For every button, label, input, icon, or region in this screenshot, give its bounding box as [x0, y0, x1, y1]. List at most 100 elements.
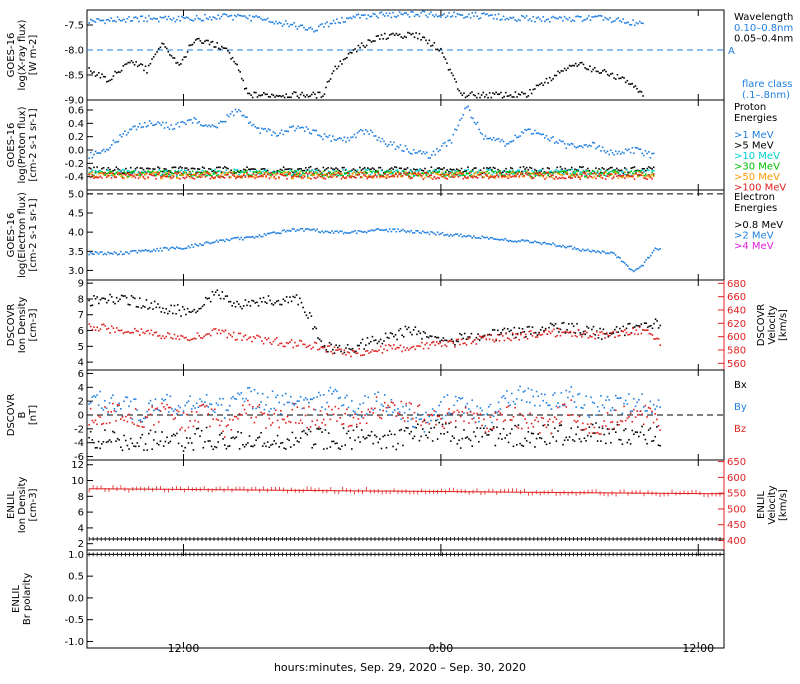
data-point: [544, 21, 546, 23]
data-point: [281, 304, 283, 306]
data-point: [112, 170, 114, 172]
data-point: [353, 172, 355, 174]
data-point: [362, 130, 364, 132]
data-point: [156, 407, 158, 409]
data-point: [547, 18, 549, 20]
series-density: [88, 289, 661, 354]
data-point: [564, 68, 566, 70]
data-point: [404, 412, 406, 414]
y-tick-label: 0.2: [68, 132, 84, 143]
data-point: [383, 340, 385, 342]
data-point: [446, 178, 448, 180]
data-point: [227, 410, 229, 412]
data-point: [465, 236, 467, 238]
data-point: [579, 332, 581, 334]
data-point: [480, 238, 482, 240]
data-point: [212, 124, 214, 126]
data-point: [564, 143, 566, 145]
data-point: [90, 177, 92, 179]
data-point: [438, 174, 440, 176]
data-point: [632, 167, 634, 169]
data-point: [133, 17, 135, 19]
data-point: [241, 339, 243, 341]
data-point: [493, 238, 495, 240]
data-point: [582, 429, 584, 431]
data-point: [527, 174, 529, 176]
data-point: [250, 445, 252, 447]
data-point: [645, 170, 647, 172]
data-point: [259, 132, 261, 134]
data-point: [443, 177, 445, 179]
data-point: [158, 444, 160, 446]
y-axis-label: GOES-16: [6, 123, 17, 168]
data-point: [362, 168, 364, 170]
data-point: [270, 444, 272, 446]
data-point: [145, 65, 147, 67]
data-point: [376, 436, 378, 438]
data-point: [240, 111, 242, 113]
data-point: [394, 166, 396, 168]
data-point: [356, 413, 358, 415]
data-point: [243, 169, 245, 171]
data-point: [137, 18, 139, 20]
data-point: [239, 448, 241, 450]
data-point: [209, 403, 211, 405]
data-point: [226, 337, 228, 339]
data-point: [297, 28, 299, 30]
data-point: [560, 329, 562, 331]
data-point: [387, 231, 389, 233]
data-point: [466, 16, 468, 18]
data-point: [232, 172, 234, 174]
data-point: [598, 168, 600, 170]
data-point: [316, 130, 318, 132]
data-point: [341, 178, 343, 180]
data-point: [434, 336, 436, 338]
data-point: [434, 169, 436, 171]
data-point: [515, 333, 517, 335]
data-point: [231, 15, 233, 17]
data-point: [651, 170, 653, 172]
data-point: [594, 432, 596, 434]
data-point: [619, 257, 621, 259]
data-point: [397, 408, 399, 410]
data-point: [424, 177, 426, 179]
data-point: [212, 448, 214, 450]
data-point: [570, 143, 572, 145]
data-point: [199, 18, 201, 20]
data-point: [215, 126, 217, 128]
data-point: [407, 32, 409, 34]
data-point: [478, 237, 480, 239]
data-point: [104, 400, 106, 402]
data-point: [297, 406, 299, 408]
data-point: [390, 173, 392, 175]
data-point: [445, 415, 447, 417]
data-point: [285, 20, 287, 22]
data-point: [221, 46, 223, 48]
data-point: [269, 129, 271, 131]
data-point: [98, 330, 100, 332]
data-point: [221, 420, 223, 422]
data-point: [200, 174, 202, 176]
data-point: [160, 16, 162, 18]
data-point: [561, 424, 563, 426]
data-point: [405, 172, 407, 174]
data-point: [184, 17, 186, 19]
data-point: [196, 244, 198, 246]
data-point: [229, 177, 231, 179]
data-point: [137, 252, 139, 254]
data-point: [95, 329, 97, 331]
data-point: [537, 336, 539, 338]
data-point: [236, 339, 238, 341]
data-point: [113, 75, 115, 77]
data-point: [135, 398, 137, 400]
data-point: [470, 17, 472, 19]
data-point: [410, 419, 412, 421]
data-point: [520, 174, 522, 176]
data-point: [182, 172, 184, 174]
data-point: [453, 174, 455, 176]
data-point: [541, 393, 543, 395]
data-point: [107, 19, 109, 21]
data-point: [496, 175, 498, 177]
data-point: [608, 253, 610, 255]
data-point: [615, 171, 617, 173]
